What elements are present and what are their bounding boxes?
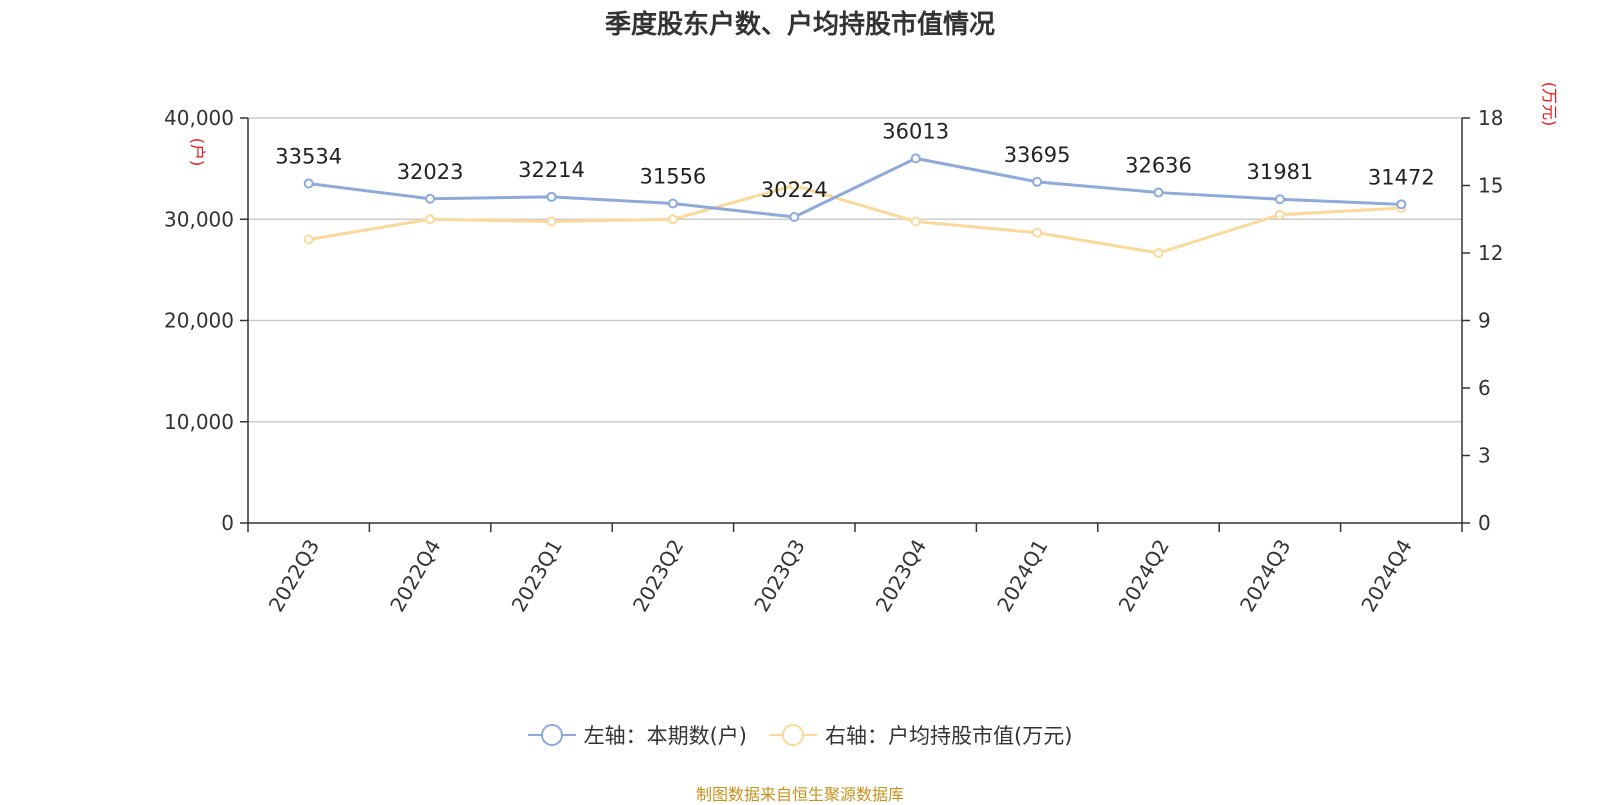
x-tick-label: 2024Q2 xyxy=(1114,535,1174,616)
data-point-right xyxy=(1274,209,1285,220)
data-label: 33695 xyxy=(1004,143,1071,167)
x-tick-label: 2023Q1 xyxy=(507,535,567,616)
left-axis-unit: (户) xyxy=(188,138,207,167)
right-tick-label: 0 xyxy=(1478,511,1491,535)
data-label: 31472 xyxy=(1368,165,1435,189)
label-layer: 33534 32023 32214 31556 30224 36013 33695 32636… xyxy=(275,119,1434,202)
x-tick-label: 2023Q4 xyxy=(871,535,931,616)
legend-swatch-right-series xyxy=(769,723,817,747)
data-point-right xyxy=(1032,227,1043,238)
data-point-left xyxy=(546,191,557,202)
right-tick-label: 15 xyxy=(1478,174,1503,198)
axis-layer: 0 10,000 20,000 30,000 40,000 0 3 6 9 12 15 18 2022Q… xyxy=(164,82,1559,616)
x-tick-label: 2024Q1 xyxy=(992,535,1052,616)
data-label: 31556 xyxy=(639,164,706,188)
data-point-right xyxy=(1153,248,1164,258)
data-label: 32023 xyxy=(397,160,464,184)
data-label: 36013 xyxy=(882,119,949,143)
data-point-right xyxy=(303,234,314,245)
data-point-left xyxy=(910,153,921,164)
data-point-left xyxy=(789,211,800,222)
chart-title: 季度股东户数、户均持股市值情况 xyxy=(604,10,995,40)
data-point-right xyxy=(789,180,800,191)
x-tick-label: 2023Q2 xyxy=(628,535,688,616)
right-tick-label: 12 xyxy=(1478,241,1503,265)
data-label: 32214 xyxy=(518,158,585,182)
data-point-right xyxy=(667,214,678,225)
data-point-left xyxy=(1396,199,1407,210)
left-tick-label: 40,000 xyxy=(164,106,234,130)
left-tick-label: 20,000 xyxy=(164,309,234,333)
x-tick-label: 2024Q4 xyxy=(1356,535,1416,616)
x-tick-label: 2023Q3 xyxy=(749,535,809,616)
data-point-left xyxy=(1153,187,1164,198)
data-label: 33534 xyxy=(275,144,342,168)
legend-item-left-series[interactable]: 左轴：本期数(户) xyxy=(527,720,747,750)
left-tick-label: 30,000 xyxy=(164,207,234,231)
left-tick-label: 10,000 xyxy=(164,410,234,434)
x-tick-label: 2022Q3 xyxy=(264,535,324,616)
right-tick-label: 3 xyxy=(1478,444,1491,468)
legend: 左轴：本期数(户) 右轴：户均持股市值(万元) xyxy=(0,720,1600,750)
data-point-right xyxy=(546,216,557,227)
x-tick-label: 2024Q3 xyxy=(1235,535,1295,616)
data-label: 30224 xyxy=(761,178,828,202)
source-note: 制图数据来自恒生聚源数据库 xyxy=(695,785,904,804)
data-label: 32636 xyxy=(1125,154,1192,178)
data-point-left xyxy=(1032,176,1043,187)
series-line-right xyxy=(308,184,1402,255)
data-point-left xyxy=(303,178,314,189)
legend-swatch-left-series xyxy=(527,723,576,747)
right-axis-unit: (万元) xyxy=(1540,82,1559,127)
data-label: 31981 xyxy=(1246,160,1313,184)
right-tick-label: 9 xyxy=(1478,309,1491,333)
left-tick-label: 0 xyxy=(221,511,234,535)
legend-item-right-series[interactable]: 右轴：户均持股市值(万元) xyxy=(769,720,1072,750)
data-point-right xyxy=(910,216,921,227)
series-line-left xyxy=(308,156,1402,219)
data-point-right xyxy=(425,214,436,225)
series-layer xyxy=(303,153,1407,258)
right-tick-label: 6 xyxy=(1478,376,1491,400)
data-point-left xyxy=(1274,194,1285,205)
data-point-left xyxy=(425,193,436,204)
legend-label-right-series: 右轴：户均持股市值(万元) xyxy=(825,724,1073,748)
data-point-left xyxy=(667,198,678,209)
right-tick-label: 18 xyxy=(1478,106,1503,130)
x-tick-label: 2022Q4 xyxy=(385,535,445,616)
legend-label-left-series: 左轴：本期数(户) xyxy=(583,724,747,748)
